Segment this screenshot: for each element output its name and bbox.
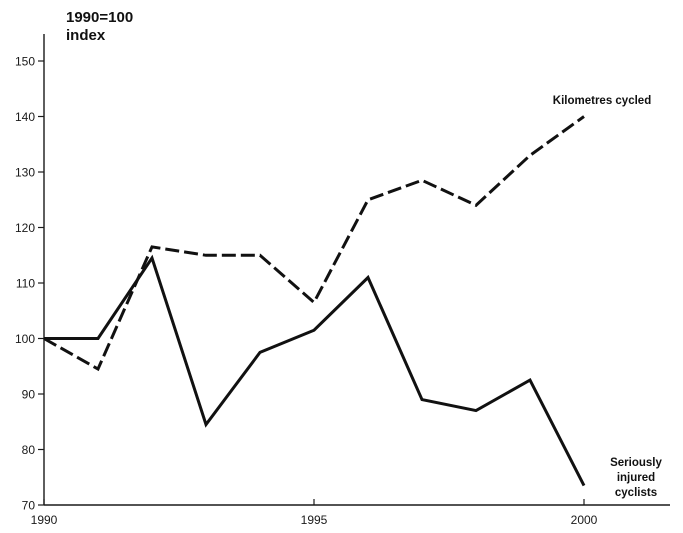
x-tick-label: 1990 [31,513,58,527]
y-tick-label: 110 [16,277,35,291]
y-tick-label: 150 [15,55,35,69]
seriously-injured-label: Seriously injured cyclists [610,457,662,499]
x-tick-label: 1995 [301,513,328,527]
y-tick-label: 120 [15,221,35,235]
kilometres-cycled-label-line: Kilometres cycled [553,95,651,107]
kilometres-cycled-label: Kilometres cycled [553,95,651,107]
y-tick-label: 90 [22,388,36,402]
seriously-injured-label-line: Seriously [610,457,662,469]
y-axis-label-line: index [66,27,106,44]
y-tick-label: 70 [22,499,36,513]
seriously-injured-line [44,258,584,486]
y-axis-label-line: 1990=100 [66,9,133,26]
series-layer [44,116,584,485]
y-tick-label: 130 [15,166,35,180]
y-tick-label: 140 [15,110,35,124]
y-tick-label: 100 [15,332,35,346]
y-tick-label: 80 [22,443,36,457]
seriously-injured-label-line: cyclists [615,487,657,499]
axes: 70 80 90 100 110 120 130 140 150 1990 1995 2000 [15,34,670,527]
x-tick-label: 2000 [571,513,598,527]
seriously-injured-label-line: injured [617,472,655,484]
